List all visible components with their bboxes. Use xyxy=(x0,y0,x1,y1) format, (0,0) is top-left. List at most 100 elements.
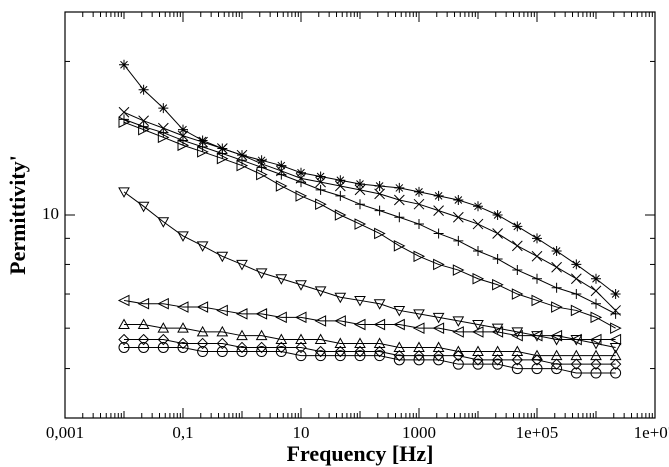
data-point xyxy=(314,345,327,358)
data-point xyxy=(452,264,465,276)
data-point xyxy=(373,318,386,331)
data-point xyxy=(591,273,601,284)
data-point xyxy=(354,350,366,362)
data-point xyxy=(256,168,268,181)
x-tick-label: 0,1 xyxy=(172,423,193,442)
data-point xyxy=(157,131,170,144)
data-point xyxy=(590,311,603,324)
data-point xyxy=(255,329,268,341)
data-point xyxy=(196,301,209,313)
data-point xyxy=(276,169,287,180)
data-point xyxy=(118,106,130,118)
data-point xyxy=(315,171,326,182)
data-point xyxy=(413,309,425,320)
data-point xyxy=(294,311,307,324)
data-point xyxy=(610,367,622,379)
data-point xyxy=(491,354,504,366)
data-point xyxy=(374,205,385,216)
data-point xyxy=(354,337,366,348)
data-point xyxy=(531,354,543,366)
data-point xyxy=(591,298,601,309)
x-axis-label: Frequency [Hz] xyxy=(287,441,434,466)
data-point xyxy=(373,337,386,348)
data-point xyxy=(374,350,386,362)
data-point xyxy=(236,341,248,354)
data-point xyxy=(295,341,307,354)
data-point xyxy=(532,273,542,284)
data-point xyxy=(610,289,621,300)
data-point xyxy=(118,318,130,330)
data-point xyxy=(334,315,346,327)
data-point xyxy=(216,152,229,165)
data-point xyxy=(492,358,504,370)
data-point xyxy=(512,221,523,232)
data-point xyxy=(433,228,444,239)
data-point xyxy=(452,326,464,338)
data-point xyxy=(178,135,188,146)
data-point xyxy=(452,349,465,362)
data-point xyxy=(314,315,327,327)
data-point xyxy=(236,329,248,341)
data-point xyxy=(414,219,424,230)
data-point xyxy=(492,228,503,239)
data-point xyxy=(452,358,464,370)
data-point xyxy=(511,288,524,300)
series xyxy=(118,187,622,354)
data-point xyxy=(315,176,326,188)
data-point xyxy=(217,148,228,159)
data-point xyxy=(511,354,524,366)
data-point xyxy=(157,322,170,333)
data-point xyxy=(236,259,248,271)
data-point xyxy=(157,342,169,353)
data-point xyxy=(590,358,602,370)
data-point xyxy=(590,285,602,297)
data-point xyxy=(216,346,228,357)
data-point xyxy=(157,297,169,310)
data-point xyxy=(295,333,307,345)
data-point xyxy=(276,160,287,171)
data-point xyxy=(491,326,504,338)
y-axis-label: Permittivity' xyxy=(5,155,30,275)
data-point xyxy=(295,350,307,362)
data-point xyxy=(177,139,190,152)
data-point xyxy=(472,218,484,230)
data-point xyxy=(473,201,483,212)
x-tick-label: 10 xyxy=(293,423,310,442)
data-point xyxy=(138,84,149,95)
data-point xyxy=(295,190,308,202)
data-point xyxy=(296,177,306,188)
data-point xyxy=(354,345,366,358)
data-point xyxy=(236,346,248,357)
data-point xyxy=(275,333,288,345)
data-point xyxy=(334,345,347,358)
data-point xyxy=(473,246,483,257)
series-line xyxy=(123,299,616,341)
data-point xyxy=(255,341,268,354)
series xyxy=(117,294,622,346)
data-point xyxy=(275,341,288,354)
data-point xyxy=(314,286,327,297)
data-point xyxy=(511,329,523,342)
data-point xyxy=(453,235,464,246)
data-point xyxy=(314,333,327,345)
series xyxy=(118,342,622,379)
series xyxy=(118,106,621,316)
series-line xyxy=(124,339,616,365)
data-point xyxy=(452,316,465,327)
data-point xyxy=(511,363,523,374)
data-point xyxy=(196,325,209,337)
data-point xyxy=(354,184,366,196)
x-tick-label: 1e+07 xyxy=(634,423,669,442)
data-point xyxy=(137,201,150,213)
x-tick-label: 1000 xyxy=(402,423,436,442)
data-point xyxy=(373,299,386,310)
data-point xyxy=(275,180,288,192)
data-point xyxy=(531,250,543,262)
data-point xyxy=(177,342,189,353)
data-point xyxy=(216,251,229,263)
series-line xyxy=(124,346,616,374)
series xyxy=(118,318,622,361)
x-tick-label: 1e+05 xyxy=(516,423,559,442)
data-point xyxy=(334,209,347,221)
